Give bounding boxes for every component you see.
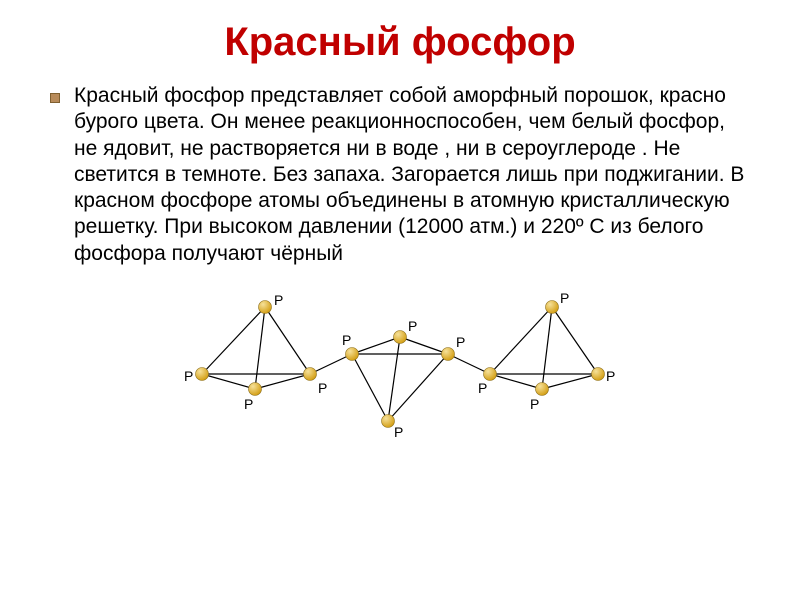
atom-label: P (408, 318, 417, 334)
bond-line (490, 307, 552, 374)
body-text: Красный фосфор представляет собой аморфн… (74, 83, 750, 267)
atom-label: P (342, 332, 351, 348)
atom-node (546, 300, 559, 313)
atom-label: P (606, 368, 615, 384)
bond-line (352, 337, 400, 354)
atom-node (196, 367, 209, 380)
body-row: Красный фосфор представляет собой аморфн… (50, 83, 750, 267)
atom-label: P (456, 334, 465, 350)
atom-label: P (394, 424, 403, 439)
atom-node (394, 330, 407, 343)
bond-line (352, 354, 388, 421)
bond-line (552, 307, 598, 374)
atom-node (592, 367, 605, 380)
bond-line (255, 374, 310, 389)
bond-line (388, 337, 400, 421)
atom-label: P (530, 396, 539, 412)
bond-line (265, 307, 310, 374)
atom-node (536, 382, 549, 395)
atom-label: P (560, 290, 569, 306)
bond-line (388, 354, 448, 421)
atom-node (382, 414, 395, 427)
atom-label: P (274, 292, 283, 308)
atom-label: P (318, 380, 327, 396)
atom-label: P (478, 380, 487, 396)
atom-node (304, 367, 317, 380)
bond-line (310, 354, 352, 374)
molecule-svg: P P P P P P P P P P P P (170, 289, 630, 439)
bullet-icon (50, 93, 60, 103)
atom-label: P (184, 368, 193, 384)
atom-node (259, 300, 272, 313)
bond-line (448, 354, 490, 374)
bond-line (255, 307, 265, 389)
atom-node (249, 382, 262, 395)
atom-node (442, 347, 455, 360)
bond-line (400, 337, 448, 354)
bond-line (490, 374, 542, 389)
atom-node (346, 347, 359, 360)
bond-line (542, 307, 552, 389)
page-title: Красный фосфор (50, 20, 750, 65)
bond-line (202, 374, 255, 389)
bond-line (542, 374, 598, 389)
atom-node (484, 367, 497, 380)
bond-line (202, 307, 265, 374)
atom-label: P (244, 396, 253, 412)
molecule-diagram: P P P P P P P P P P P P (50, 289, 750, 439)
